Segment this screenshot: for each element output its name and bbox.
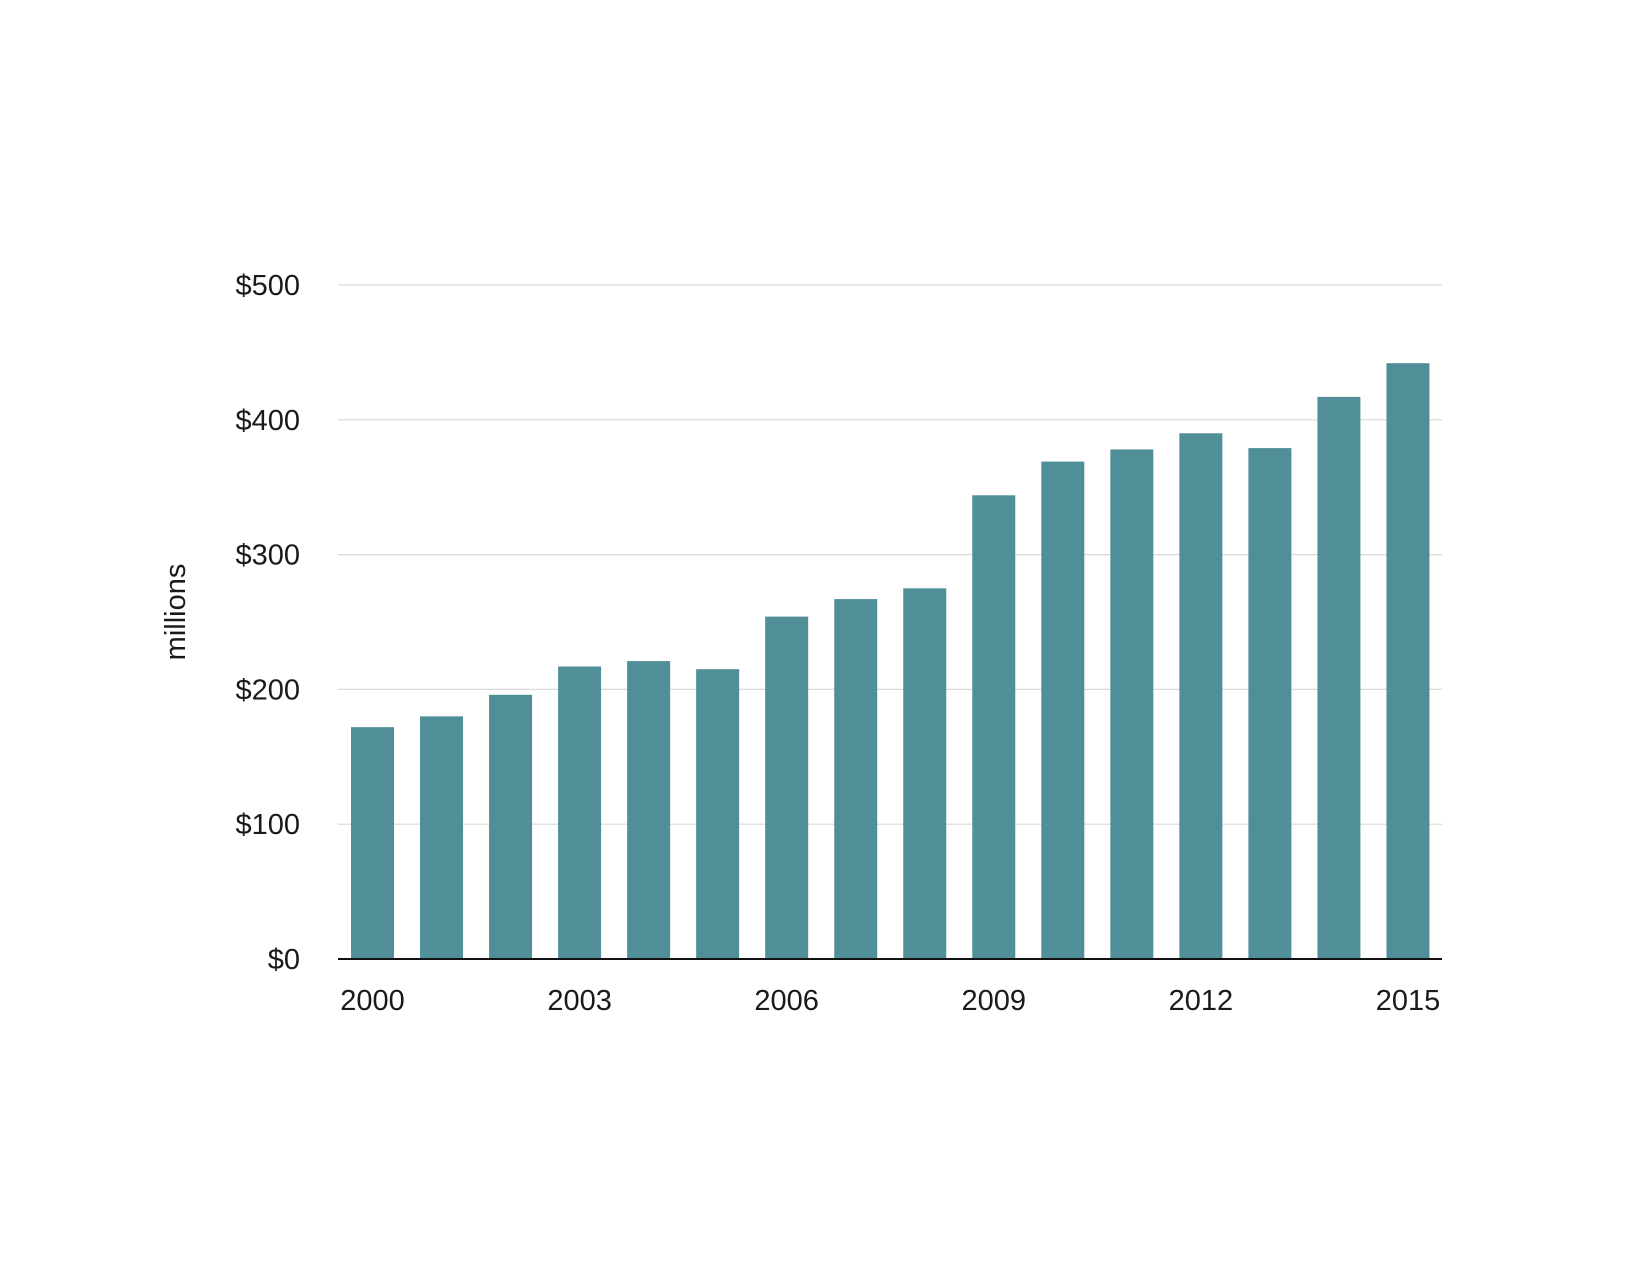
y-tick-label: $400	[235, 405, 300, 437]
y-tick-label: $200	[235, 674, 300, 706]
bar-2006	[765, 616, 809, 959]
x-tick-label: 2012	[1169, 985, 1234, 1017]
bar-2014	[1317, 396, 1361, 959]
x-tick-label: 2003	[547, 985, 612, 1017]
bar-2007	[834, 599, 878, 959]
y-axis-title: millions	[160, 564, 192, 661]
bar-2005	[696, 669, 740, 959]
bar-2003	[558, 666, 602, 959]
y-tick-label: $500	[235, 270, 300, 302]
bar-2013	[1248, 448, 1292, 959]
bar-2000	[351, 727, 394, 959]
x-tick-label: 2015	[1376, 985, 1441, 1017]
bar-2011	[1110, 449, 1154, 959]
bar-2010	[1041, 461, 1085, 959]
bar-2012	[1179, 433, 1223, 959]
bar-2009	[972, 495, 1016, 959]
x-tick-labels: 2000 2003 2006 2009 2012 2015	[340, 985, 1440, 1017]
x-tick-label: 2000	[340, 985, 405, 1017]
y-tick-label: $300	[235, 540, 300, 572]
bar-2004	[627, 661, 671, 959]
x-tick-label: 2006	[754, 985, 819, 1017]
bar-2001	[420, 716, 464, 959]
y-tick-labels: $0 $100 $200 $300 $400 $500	[235, 270, 300, 976]
bar-2008	[903, 588, 947, 959]
x-tick-label: 2009	[962, 985, 1027, 1017]
y-tick-label: $0	[268, 944, 300, 976]
bar-2015	[1386, 363, 1430, 960]
bar-2002	[489, 694, 533, 959]
y-tick-label: $100	[235, 809, 300, 841]
bars	[351, 363, 1430, 960]
